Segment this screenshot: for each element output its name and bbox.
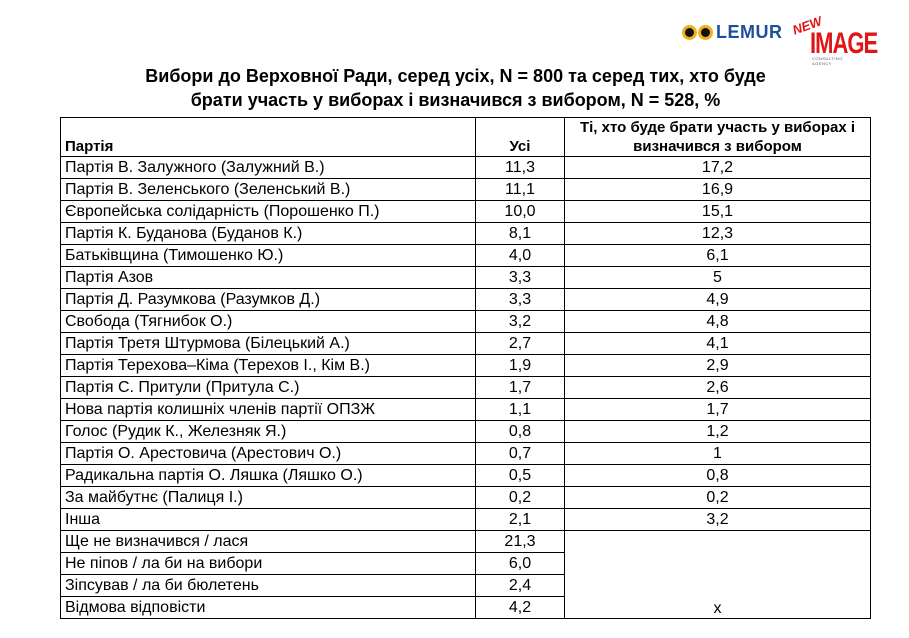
table-row: Партія В. Зеленського (Зеленський В.) 11,… [60, 178, 871, 201]
table-row: Партія Терехова–Кіма (Терехов І., Кім В.… [60, 354, 871, 377]
results-table: Партія Усі Ті, хто буде брати участь у в… [60, 117, 871, 619]
party-cell: Партія О. Арестовича (Арестович О.) [60, 442, 476, 465]
party-cell: Свобода (Тягнибок О.) [60, 310, 476, 333]
all-value-cell: 0,7 [475, 442, 565, 465]
voters-value-cell: 15,1 [564, 200, 871, 223]
voters-not-applicable-cell: x [564, 530, 871, 619]
all-value-cell: 1,1 [475, 398, 565, 421]
table-row: Партія К. Буданова (Буданов К.) 8,1 12,3 [60, 222, 871, 245]
lemur-logo-text: LEMUR [716, 22, 783, 42]
party-cell: За майбутнє (Палиця І.) [60, 486, 476, 509]
table-row: За майбутнє (Палиця І.) 0,2 0,2 [60, 486, 871, 509]
table-row: Радикальна партія О. Ляшка (Ляшко О.) 0,5… [60, 464, 871, 487]
party-cell: Партія С. Притули (Притула С.) [60, 376, 476, 399]
party-cell: Нова партія колишніх членів партії ОПЗЖ [60, 398, 476, 421]
table-row: Інша 2,1 3,2 [60, 508, 871, 531]
voters-value-cell: 5 [564, 266, 871, 289]
voters-value-cell: 2,9 [564, 354, 871, 377]
header-voters: Ті, хто буде брати участь у виборах і ви… [564, 117, 871, 157]
party-cell: Радикальна партія О. Ляшка (Ляшко О.) [60, 464, 476, 487]
voters-value-cell: 4,9 [564, 288, 871, 311]
all-value-cell: 21,3 [475, 530, 565, 553]
party-cell: Голос (Рудик К., Железняк Я.) [60, 420, 476, 443]
page-title: Вибори до Верховної Ради, серед усіх, N … [60, 64, 851, 112]
voters-value-cell: 3,2 [564, 508, 871, 531]
party-cell: Партія Терехова–Кіма (Терехов І., Кім В.… [60, 354, 476, 377]
header-party: Партія [60, 117, 476, 157]
all-value-cell: 0,5 [475, 464, 565, 487]
new-image-logo: NEW IMAGE CONSULTING AGENCY [790, 12, 878, 66]
table-row: Партія Третя Штурмова (Білецький А.) 2,7 4… [60, 332, 871, 355]
table-row: Нова партія колишніх членів партії ОПЗЖ 1… [60, 398, 871, 421]
voters-value-cell: 17,2 [564, 156, 871, 179]
all-value-cell: 8,1 [475, 222, 565, 245]
header-all: Усі [475, 117, 565, 157]
party-cell: Партія К. Буданова (Буданов К.) [60, 222, 476, 245]
all-value-cell: 4,0 [475, 244, 565, 267]
all-value-cell: 2,1 [475, 508, 565, 531]
all-value-cell: 11,1 [475, 178, 565, 201]
voters-value-cell: 1,2 [564, 420, 871, 443]
all-value-cell: 2,7 [475, 332, 565, 355]
party-cell: Ще не визначився / лася [60, 530, 476, 553]
table-row: Партія Д. Разумкова (Разумков Д.) 3,3 4,9 [60, 288, 871, 311]
table-header-row: Партія Усі Ті, хто буде брати участь у в… [60, 117, 871, 157]
all-value-cell: 1,9 [475, 354, 565, 377]
new-image-logo-subtext: CONSULTING AGENCY [812, 56, 843, 66]
all-value-cell: 11,3 [475, 156, 565, 179]
party-cell: Батьківщина (Тимошенко Ю.) [60, 244, 476, 267]
party-cell: Партія Азов [60, 266, 476, 289]
voters-value-cell: 6,1 [564, 244, 871, 267]
party-cell: Не піпов / ла би на вибори [60, 552, 476, 575]
table-row: Голос (Рудик К., Железняк Я.) 0,8 1,2 [60, 420, 871, 443]
party-cell: Європейська солідарність (Порошенко П.) [60, 200, 476, 223]
table-row: Партія Азов 3,3 5 [60, 266, 871, 289]
lemur-eyes-icon [682, 25, 713, 40]
voters-value-cell: 2,6 [564, 376, 871, 399]
party-cell: Партія В. Зеленського (Зеленський В.) [60, 178, 476, 201]
logo-area: LEMUR NEW IMAGE CONSULTING AGENCY [682, 12, 878, 66]
voters-value-cell: 1 [564, 442, 871, 465]
party-cell: Відмова відповісти [60, 596, 476, 619]
all-value-cell: 3,3 [475, 288, 565, 311]
table-row: Партія В. Залужного (Залужний В.) 11,3 17,… [60, 156, 871, 179]
party-cell: Партія Д. Разумкова (Разумков Д.) [60, 288, 476, 311]
party-cell: Інша [60, 508, 476, 531]
table-row: Партія С. Притули (Притула С.) 1,7 2,6 [60, 376, 871, 399]
table-body: Партія В. Залужного (Залужний В.) 11,3 17,… [60, 156, 871, 619]
voters-value-cell: 4,1 [564, 332, 871, 355]
voters-value-cell: 0,8 [564, 464, 871, 487]
party-cell: Партія Третя Штурмова (Білецький А.) [60, 332, 476, 355]
voters-value-cell: 16,9 [564, 178, 871, 201]
voters-value-cell: 4,8 [564, 310, 871, 333]
table-row: Партія О. Арестовича (Арестович О.) 0,7 1 [60, 442, 871, 465]
all-value-cell: 0,8 [475, 420, 565, 443]
all-value-cell: 2,4 [475, 574, 565, 597]
all-value-cell: 1,7 [475, 376, 565, 399]
all-value-cell: 3,3 [475, 266, 565, 289]
all-value-cell: 10,0 [475, 200, 565, 223]
title-line-2: брати участь у виборах і визначився з ви… [190, 90, 721, 110]
all-value-cell: 3,2 [475, 310, 565, 333]
all-value-cell: 6,0 [475, 552, 565, 575]
party-cell: Зіпсував / ла би бюлетень [60, 574, 476, 597]
table-row: Відмова відповісти 4,2 [60, 596, 871, 619]
voters-value-cell: 0,2 [564, 486, 871, 509]
new-image-logo-image: IMAGE [810, 26, 878, 60]
all-value-cell: 4,2 [475, 596, 565, 619]
party-cell: Партія В. Залужного (Залужний В.) [60, 156, 476, 179]
table-row: Батьківщина (Тимошенко Ю.) 4,0 6,1 [60, 244, 871, 267]
table-row: Свобода (Тягнибок О.) 3,2 4,8 [60, 310, 871, 333]
voters-value-cell: 12,3 [564, 222, 871, 245]
table-row: Ще не визначився / лася 21,3 x [60, 530, 871, 619]
lemur-logo: LEMUR [682, 22, 783, 43]
title-line-1: Вибори до Верховної Ради, серед усіх, N … [145, 66, 766, 86]
voters-value-cell: 1,7 [564, 398, 871, 421]
all-value-cell: 0,2 [475, 486, 565, 509]
table-row: Європейська солідарність (Порошенко П.) 1… [60, 200, 871, 223]
